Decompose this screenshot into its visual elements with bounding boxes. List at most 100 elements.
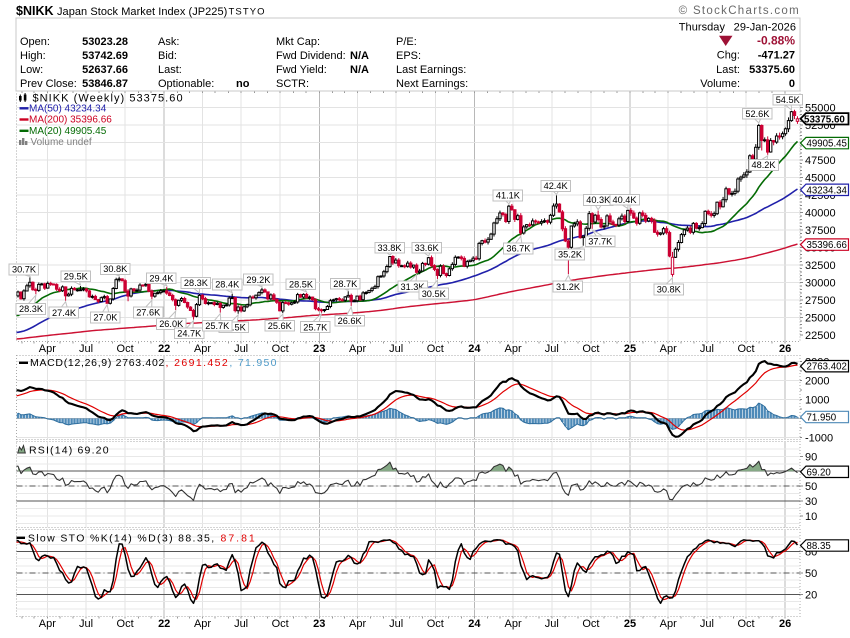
svg-text:MA(50) 43234.34: MA(50) 43234.34 xyxy=(29,104,107,115)
svg-text:0: 0 xyxy=(789,78,795,90)
svg-text:RSI(14) 69.20: RSI(14) 69.20 xyxy=(29,445,110,457)
svg-text:27500: 27500 xyxy=(805,295,836,307)
svg-text:MACD(12,26,9) 2763.402: MACD(12,26,9) 2763.402 xyxy=(30,357,165,369)
svg-text:Oct: Oct xyxy=(427,343,444,355)
svg-text:Apr: Apr xyxy=(505,618,522,630)
svg-text:87.81: 87.81 xyxy=(221,533,257,545)
svg-text:Ask:: Ask: xyxy=(158,36,179,48)
svg-text:37.7K: 37.7K xyxy=(588,236,613,246)
svg-text:30.8K: 30.8K xyxy=(657,285,682,295)
svg-text:30.5K: 30.5K xyxy=(422,289,447,299)
svg-text:TSTYO: TSTYO xyxy=(229,7,266,18)
svg-text:49905.45: 49905.45 xyxy=(807,139,847,150)
svg-text:Apr: Apr xyxy=(660,618,677,630)
svg-text:29.4K: 29.4K xyxy=(149,274,174,284)
svg-text:52.6K: 52.6K xyxy=(745,109,770,119)
svg-text:30000: 30000 xyxy=(805,277,836,289)
svg-text:no: no xyxy=(236,78,250,90)
svg-text:N/A: N/A xyxy=(350,64,369,76)
svg-text:Oct: Oct xyxy=(737,343,754,355)
svg-text:Mkt Cap:: Mkt Cap: xyxy=(276,36,320,48)
svg-text:35.2K: 35.2K xyxy=(558,250,583,260)
svg-text:P/E:: P/E: xyxy=(396,36,417,48)
svg-text:2763.402: 2763.402 xyxy=(807,362,847,373)
svg-text:26.6K: 26.6K xyxy=(338,316,363,326)
svg-text:MA(20) 49905.45: MA(20) 49905.45 xyxy=(29,126,107,137)
svg-text:24: 24 xyxy=(468,618,481,630)
svg-text:30: 30 xyxy=(805,496,817,508)
svg-text:40.3K: 40.3K xyxy=(586,195,611,205)
svg-text:22: 22 xyxy=(158,618,170,630)
svg-text:Jul: Jul xyxy=(545,618,559,630)
svg-text:Chg:: Chg: xyxy=(717,50,740,62)
svg-text:28.7K: 28.7K xyxy=(333,279,358,289)
svg-text:10: 10 xyxy=(805,511,817,523)
svg-text:Last Earnings:: Last Earnings: xyxy=(396,64,466,76)
svg-text:Volume:: Volume: xyxy=(700,78,740,90)
svg-text:28.3K: 28.3K xyxy=(184,278,209,288)
svg-text:30.7K: 30.7K xyxy=(12,265,37,275)
svg-text:29.5K: 29.5K xyxy=(64,272,89,282)
svg-text:27.0K: 27.0K xyxy=(93,313,118,323)
svg-text:-1000: -1000 xyxy=(805,432,833,444)
svg-text:50: 50 xyxy=(805,481,817,493)
svg-text:Oct: Oct xyxy=(272,618,289,630)
svg-text:1000: 1000 xyxy=(805,395,829,407)
svg-text:Apr: Apr xyxy=(39,618,56,630)
svg-text:31.3K: 31.3K xyxy=(400,282,425,292)
svg-text:Oct: Oct xyxy=(737,618,754,630)
svg-text:42.4K: 42.4K xyxy=(544,181,569,191)
svg-text:Fwd Yield:: Fwd Yield: xyxy=(276,64,327,76)
svg-text:25.7K: 25.7K xyxy=(303,322,328,332)
svg-text:27.4K: 27.4K xyxy=(52,308,77,318)
svg-text:Jul: Jul xyxy=(389,618,403,630)
svg-text:Apr: Apr xyxy=(349,343,366,355)
svg-text:Oct: Oct xyxy=(117,343,134,355)
svg-text:Thursday 29-Jan-2026: Thursday 29-Jan-2026 xyxy=(679,22,796,34)
svg-text:28.3K: 28.3K xyxy=(19,304,44,314)
svg-text:22500: 22500 xyxy=(805,330,836,342)
svg-text:Oct: Oct xyxy=(427,618,444,630)
svg-text:Oct: Oct xyxy=(582,343,599,355)
svg-text:20: 20 xyxy=(805,590,817,602)
svg-text:53375.60: 53375.60 xyxy=(749,64,795,76)
svg-text:37500: 37500 xyxy=(805,225,836,237)
svg-text:Jul: Jul xyxy=(700,343,714,355)
svg-text:45000: 45000 xyxy=(805,172,836,184)
svg-text:$NIKK: $NIKK xyxy=(16,4,54,18)
svg-text:Prev Close:: Prev Close: xyxy=(20,78,77,90)
svg-text:36.7K: 36.7K xyxy=(506,244,531,254)
svg-text:88.35: 88.35 xyxy=(807,541,831,552)
svg-text:53375.60: 53375.60 xyxy=(804,114,845,125)
svg-text:24: 24 xyxy=(468,343,481,355)
svg-text:28.5K: 28.5K xyxy=(289,279,314,289)
svg-text:43234.34: 43234.34 xyxy=(807,185,848,196)
svg-text:Jul: Jul xyxy=(79,618,93,630)
svg-text:25.7K: 25.7K xyxy=(205,321,230,331)
svg-text:Jul: Jul xyxy=(234,618,248,630)
svg-text:Apr: Apr xyxy=(505,343,522,355)
svg-text:Apr: Apr xyxy=(39,343,56,355)
svg-text:High:: High: xyxy=(20,50,46,62)
svg-text:Last:: Last: xyxy=(158,64,182,76)
svg-text:N/A: N/A xyxy=(350,50,369,62)
svg-text:-471.27: -471.27 xyxy=(758,50,795,62)
svg-text:50: 50 xyxy=(805,568,817,580)
svg-text:25.6K: 25.6K xyxy=(268,321,293,331)
svg-text:Jul: Jul xyxy=(79,343,93,355)
svg-text:25000: 25000 xyxy=(805,312,836,324)
svg-text:33.8K: 33.8K xyxy=(377,243,402,253)
svg-text:© StockCharts.com: © StockCharts.com xyxy=(679,5,800,17)
svg-text:Jul: Jul xyxy=(389,343,403,355)
svg-text:Open:: Open: xyxy=(20,36,50,48)
svg-text:25: 25 xyxy=(624,618,636,630)
svg-text:54.5K: 54.5K xyxy=(776,95,801,105)
svg-text:Low:: Low: xyxy=(20,64,43,76)
svg-text:Japan Stock Market Index (JP22: Japan Stock Market Index (JP225) xyxy=(57,6,227,18)
svg-text:25: 25 xyxy=(624,343,636,355)
svg-text:Oct: Oct xyxy=(582,618,599,630)
svg-text:Jul: Jul xyxy=(234,343,248,355)
svg-text:24.7K: 24.7K xyxy=(177,328,202,338)
svg-text:Next Earnings:: Next Earnings: xyxy=(396,78,468,90)
svg-text:Apr: Apr xyxy=(349,618,366,630)
